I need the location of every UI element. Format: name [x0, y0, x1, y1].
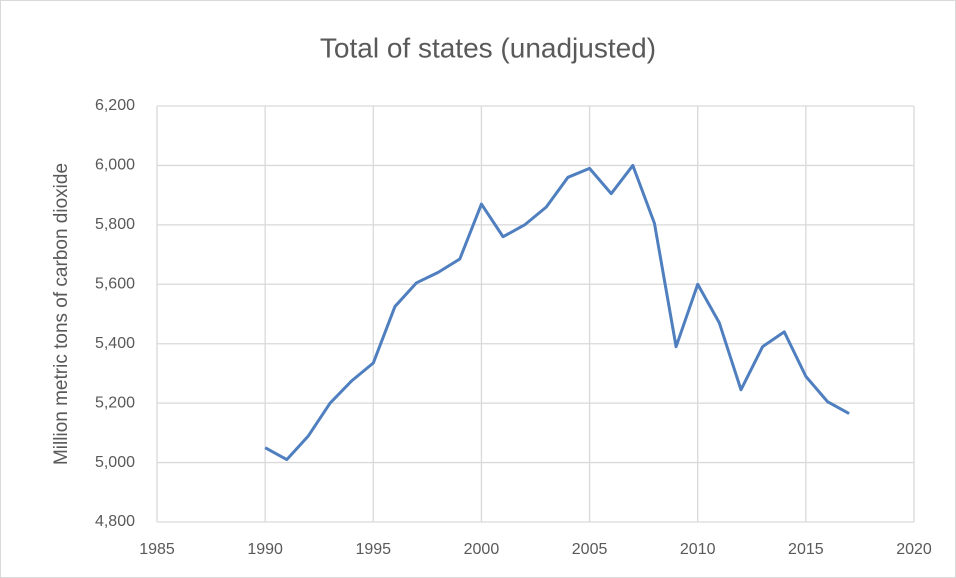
- x-tick-label: 1995: [355, 541, 391, 558]
- y-tick-label: 4,800: [95, 513, 135, 530]
- x-tick-label: 2005: [572, 541, 608, 558]
- y-tick-label: 5,600: [95, 276, 135, 293]
- line-series: [264, 163, 850, 462]
- chart-title: Total of states (unadjusted): [320, 32, 656, 63]
- y-tick-label: 6,200: [95, 97, 135, 114]
- x-tick-label: 1990: [247, 541, 283, 558]
- x-tick-label: 2000: [464, 541, 500, 558]
- y-tick-label: 5,000: [95, 454, 135, 471]
- y-tick-label: 5,800: [95, 216, 135, 233]
- x-tick-label: 2015: [788, 541, 824, 558]
- y-axis-label: Million metric tons of carbon dioxide: [51, 163, 72, 465]
- y-tick-label: 5,400: [95, 335, 135, 352]
- y-tick-label: 6,000: [95, 157, 135, 174]
- y-tick-label: 5,200: [95, 394, 135, 411]
- x-tick-label: 2010: [680, 541, 716, 558]
- x-tick-label: 1985: [139, 541, 175, 558]
- x-tick-label: 2020: [896, 541, 932, 558]
